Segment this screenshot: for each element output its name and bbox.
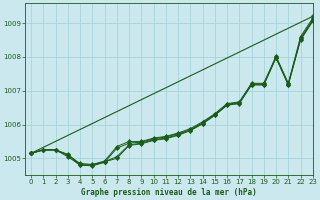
X-axis label: Graphe pression niveau de la mer (hPa): Graphe pression niveau de la mer (hPa) <box>81 188 257 197</box>
